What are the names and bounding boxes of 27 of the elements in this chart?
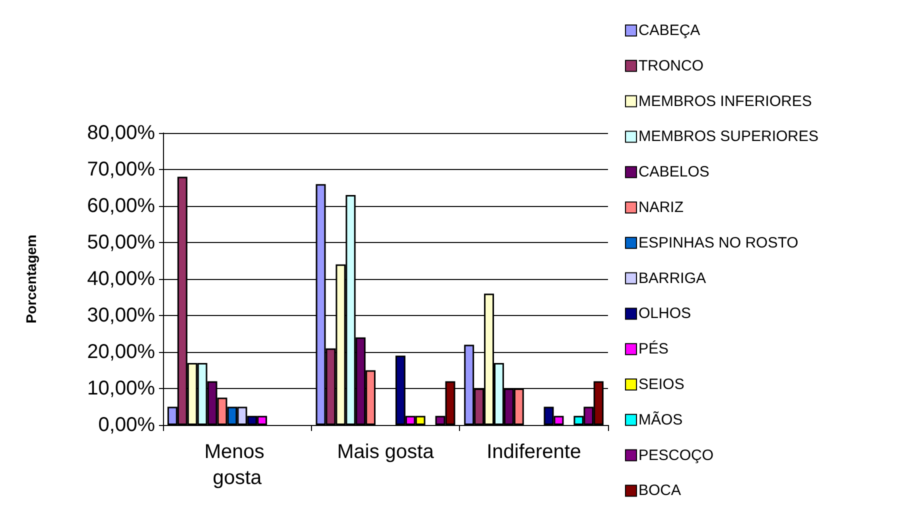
legend-label: ESPINHAS NO ROSTO [638, 234, 798, 252]
legend-label: CABELOS [638, 164, 710, 181]
y-tick-label: 60,00% [87, 195, 156, 217]
x-tick-label: Mais gosta [337, 441, 435, 463]
legend-label: TRONCO [638, 57, 704, 74]
y-tick-label: 0,00% [98, 414, 156, 436]
legend-label: PÉS [638, 340, 669, 358]
x-tick-label: Indiferente [486, 441, 582, 463]
legend-label: MEMBROS INFERIORES [638, 92, 812, 110]
legend-label: MEMBROS SUPERIORES [638, 128, 819, 146]
y-tick-label: 70,00% [87, 158, 156, 180]
y-tick-label: 20,00% [87, 341, 156, 363]
x-tick-label: Menos gosta [204, 441, 270, 489]
legend-label: OLHOS [638, 305, 692, 322]
legend-label: BARRIGA [638, 270, 706, 287]
y-tick-label: 10,00% [87, 378, 156, 400]
y-tick-label: 80,00% [87, 122, 156, 144]
y-tick-label: 50,00% [87, 232, 156, 254]
y-tick-label: 40,00% [87, 268, 156, 290]
y-tick-label: 30,00% [87, 304, 156, 326]
legend-label: BOCA [638, 482, 682, 500]
legend-label: PESCOÇO [638, 446, 714, 464]
y-axis-title: Porcentagem [23, 234, 39, 324]
legend-label: MÃOS [638, 410, 683, 428]
legend-label: CABEÇA [638, 22, 700, 39]
legend-label: SEIOS [638, 376, 684, 393]
legend-label: NARIZ [638, 199, 684, 216]
